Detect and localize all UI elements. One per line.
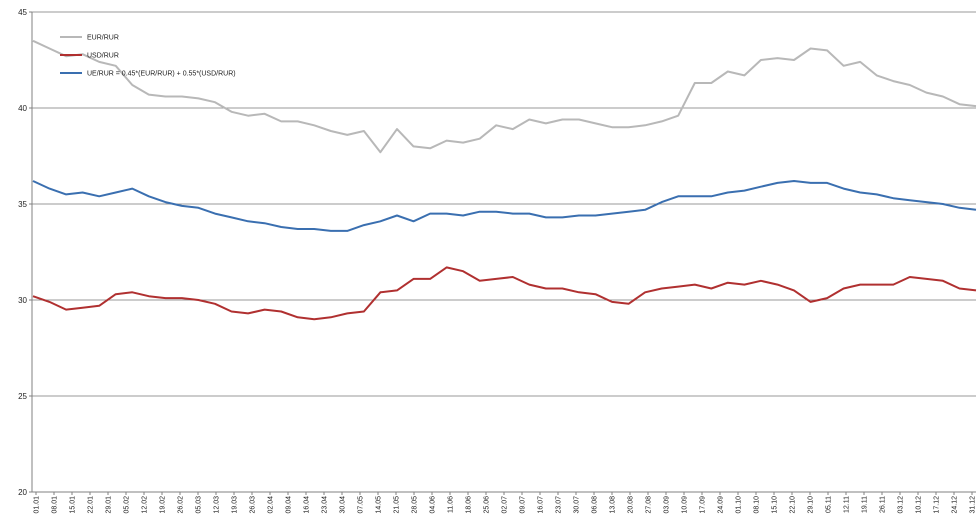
x-tick-label: 30.04	[340, 496, 347, 514]
x-tick-label: 12.03	[214, 496, 221, 514]
x-tick-label: 15.10	[772, 496, 779, 514]
x-tick-label: 21.05	[394, 496, 401, 514]
x-tick-label: 12.02	[142, 496, 149, 514]
x-tick-label: 07.05	[358, 496, 365, 514]
x-tick-label: 03.09	[664, 496, 671, 514]
x-tick-label: 23.07	[556, 496, 563, 514]
x-tick-label: 19.02	[160, 496, 167, 514]
y-tick-label: 25	[18, 392, 27, 401]
x-tick-label: 10.12	[916, 496, 923, 514]
x-tick-label: 19.03	[232, 496, 239, 514]
x-tick-label: 01.10	[736, 496, 743, 514]
x-tick-label: 16.04	[304, 496, 311, 514]
series-line-2	[32, 180, 977, 232]
x-tick-label: 10.09	[682, 496, 689, 514]
x-tick-label: 26.03	[250, 496, 257, 514]
x-tick-label: 02.07	[502, 496, 509, 514]
x-tick-label: 24.09	[718, 496, 725, 514]
y-tick-label: 35	[18, 200, 27, 209]
x-tick-label: 17.09	[700, 496, 707, 514]
x-axis-ticks: 01.01 08.01 15.01 22.01 29.01 05.02 12.02 19.02…	[34, 492, 977, 514]
x-tick-label: 17.12	[934, 496, 941, 514]
series-lines	[32, 39, 977, 321]
x-tick-label: 27.08	[646, 496, 653, 514]
x-tick-label: 14.05	[376, 496, 383, 514]
series-line-0	[32, 39, 977, 154]
y-tick-label: 45	[18, 8, 27, 17]
legend-label-1: USD/RUR	[87, 53, 119, 60]
x-tick-label: 19.11	[862, 496, 869, 513]
x-tick-label: 26.11	[880, 496, 887, 513]
x-tick-label: 08.01	[52, 496, 59, 514]
x-tick-label: 08.10	[754, 496, 761, 514]
x-tick-label: 29.10	[808, 496, 815, 514]
x-tick-label: 05.03	[196, 496, 203, 514]
x-tick-label: 06.08	[592, 496, 599, 514]
x-tick-label: 01.01	[34, 496, 41, 514]
x-tick-label: 15.01	[70, 496, 77, 514]
x-tick-label: 31.12	[970, 496, 977, 514]
x-tick-label: 16.07	[538, 496, 545, 514]
x-tick-label: 03.12	[898, 496, 905, 514]
x-tick-label: 05.02	[124, 496, 131, 514]
x-tick-label: 30.07	[574, 496, 581, 514]
y-tick-label: 40	[18, 104, 27, 113]
x-tick-label: 25.06	[484, 496, 491, 514]
x-tick-label: 22.10	[790, 496, 797, 514]
x-tick-label: 09.07	[520, 496, 527, 514]
y-tick-label: 20	[18, 488, 27, 497]
legend: EUR/RUR USD/RUR UE/RUR = 0.45*(EUR/RUR) + …	[60, 35, 236, 78]
x-tick-label: 28.05	[412, 496, 419, 514]
x-tick-label: 26.02	[178, 496, 185, 514]
x-tick-label: 12.11	[844, 496, 851, 513]
x-tick-label: 02.04	[268, 496, 275, 514]
x-tick-label: 11.06	[448, 496, 455, 513]
y-tick-label: 30	[18, 296, 27, 305]
x-tick-label: 24.12	[952, 496, 959, 514]
legend-label-0: EUR/RUR	[87, 35, 119, 42]
x-tick-label: 22.01	[88, 496, 95, 514]
x-tick-label: 04.06	[430, 496, 437, 514]
legend-label-2: UE/RUR = 0.45*(EUR/RUR) + 0.55*(USD/RUR)	[87, 71, 236, 78]
x-tick-label: 09.04	[286, 496, 293, 514]
axes	[31, 12, 976, 493]
y-axis-ticks: 20 25 30 35 40 45	[18, 8, 32, 497]
grid-lines	[32, 11, 976, 493]
x-tick-label: 29.01	[106, 496, 113, 514]
x-tick-label: 18.06	[466, 496, 473, 514]
x-tick-label: 05.11	[826, 496, 833, 513]
x-tick-label: 13.08	[610, 496, 617, 514]
x-tick-label: 23.04	[322, 496, 329, 514]
x-tick-label: 20.08	[628, 496, 635, 514]
series-line-1	[32, 266, 977, 321]
